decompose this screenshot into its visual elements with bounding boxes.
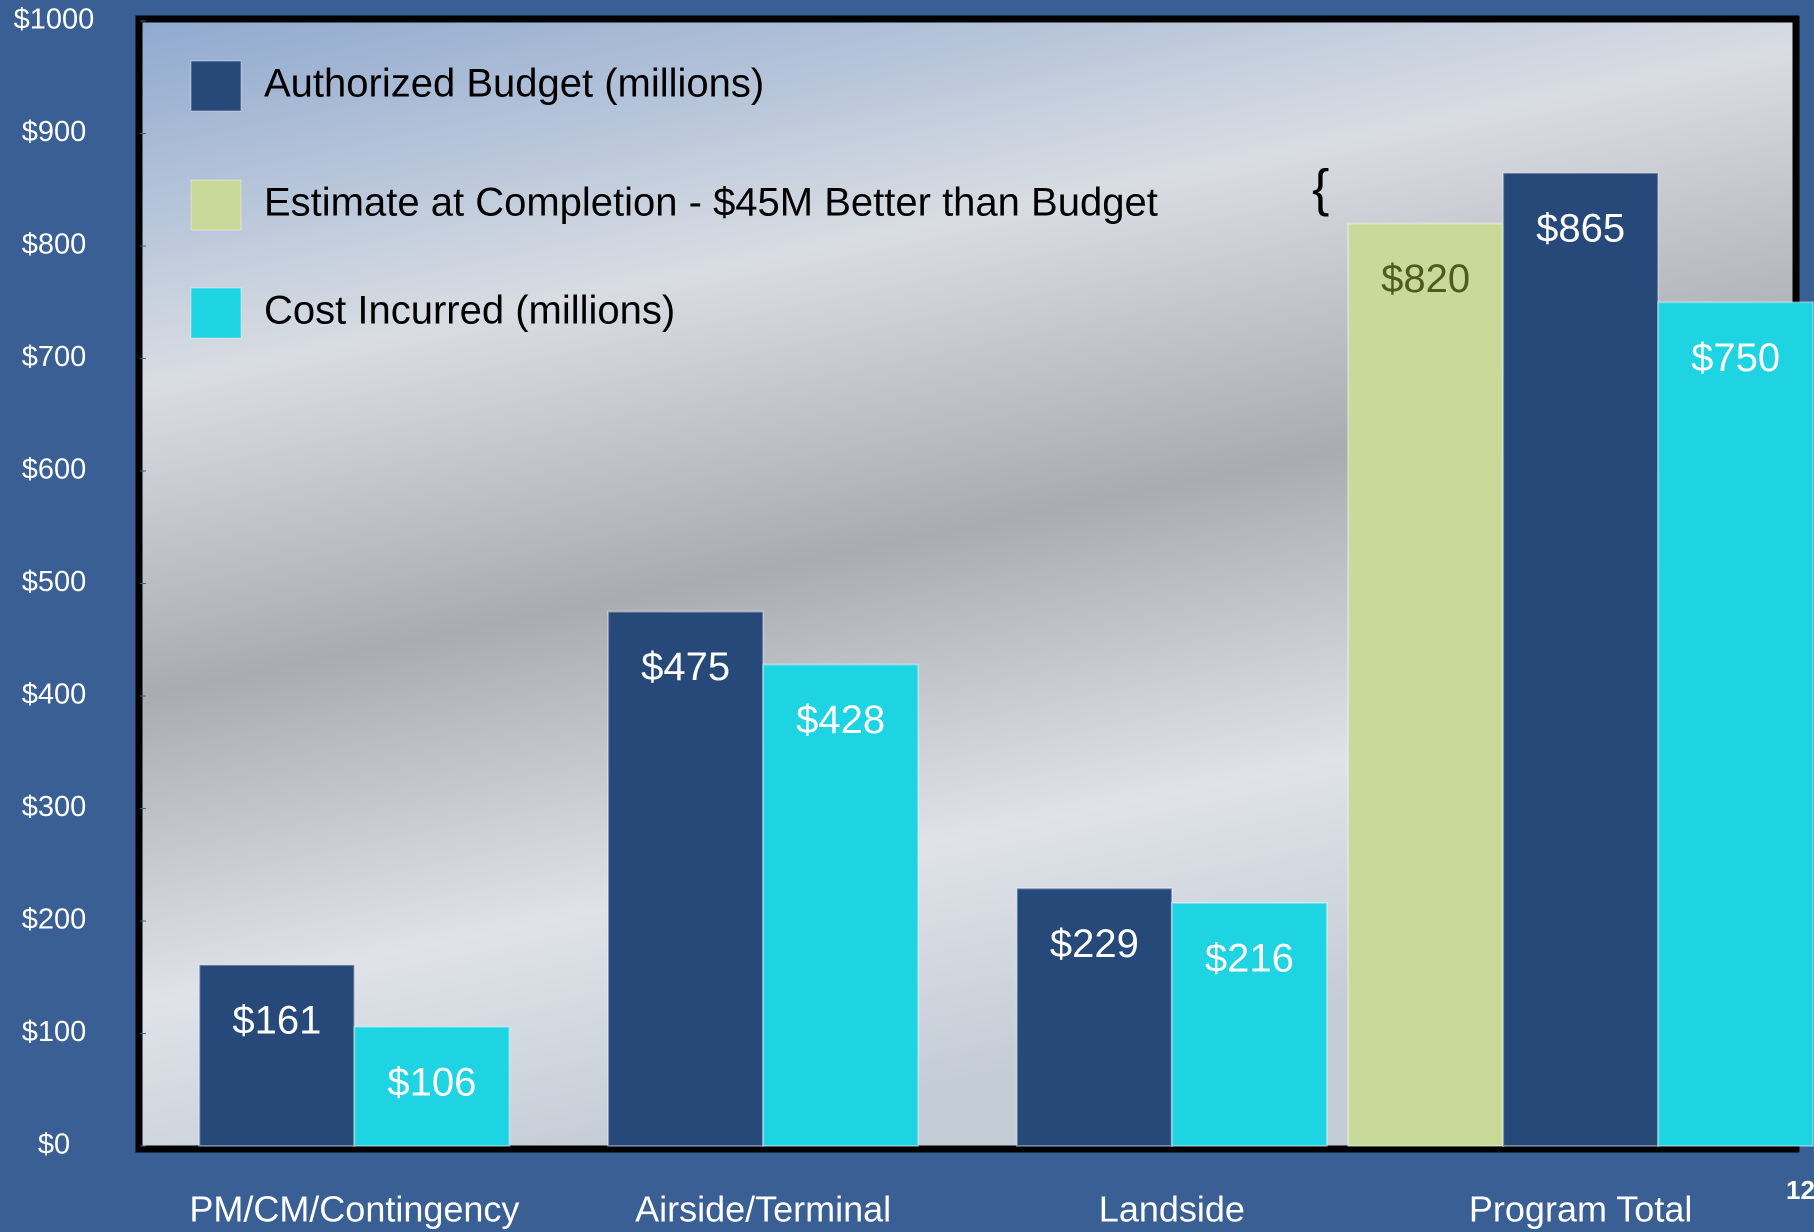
value-label: $216	[1205, 937, 1294, 981]
bar	[1502, 171, 1660, 1147]
y-tick-label: $300	[22, 791, 87, 823]
value-label: $106	[387, 1060, 476, 1104]
y-tick-label: $800	[22, 229, 87, 261]
y-tick-label: $400	[22, 679, 87, 711]
legend-label: Cost Incurred (millions)	[264, 289, 675, 333]
y-tick-label: $900	[22, 116, 87, 148]
page-number: 12	[1786, 1175, 1814, 1205]
bar	[607, 610, 765, 1147]
value-label: $428	[796, 698, 885, 742]
legend-label: Estimate at Completion - $45M Better tha…	[264, 181, 1158, 225]
y-tick-label: $200	[22, 904, 87, 936]
y-tick-label: $700	[22, 341, 87, 373]
bar	[353, 1025, 511, 1147]
x-tick-label: PM/CM/Contingency	[189, 1189, 519, 1230]
legend-swatch	[190, 287, 242, 339]
x-tick-label: Landside	[1099, 1189, 1245, 1230]
value-label: $161	[232, 998, 321, 1042]
value-label: $750	[1691, 336, 1780, 380]
value-label: $475	[641, 645, 730, 689]
y-tick-label: $600	[22, 454, 87, 486]
y-tick-label: $0	[38, 1129, 70, 1161]
bar	[1657, 301, 1814, 1147]
y-tick-label: $500	[22, 566, 87, 598]
legend-swatch	[190, 60, 242, 112]
x-tick-label: Program Total	[1469, 1189, 1692, 1230]
bar	[1347, 222, 1505, 1147]
x-tick-label: Airside/Terminal	[635, 1189, 891, 1230]
legend-label: Authorized Budget (millions)	[264, 62, 764, 106]
value-label: $820	[1381, 257, 1470, 301]
value-label: $229	[1050, 922, 1139, 966]
y-tick-label: $1000	[14, 4, 95, 36]
annotation: {	[1312, 160, 1329, 218]
bar	[198, 963, 356, 1147]
y-tick-label: $100	[22, 1016, 87, 1048]
bar	[1170, 902, 1328, 1147]
bar	[762, 663, 920, 1147]
value-label: $865	[1536, 206, 1625, 250]
legend-swatch	[190, 179, 242, 231]
